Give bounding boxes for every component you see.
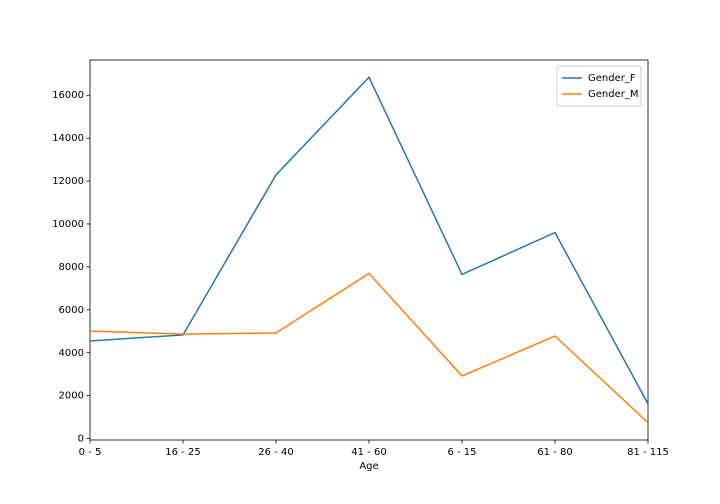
x-tick-label: 6 - 15 <box>447 447 476 458</box>
y-tick-label: 6000 <box>59 305 84 316</box>
y-tick-label: 16000 <box>52 90 84 101</box>
x-tick-label: 81 - 115 <box>627 447 669 458</box>
legend-box <box>556 65 642 107</box>
y-tick-label: 2000 <box>59 391 84 402</box>
y-tick-label: 12000 <box>52 176 84 187</box>
x-tick-label: 26 - 40 <box>258 447 293 458</box>
legend-label: Gender_F <box>588 73 636 84</box>
x-axis-label: Age <box>359 461 378 472</box>
x-tick-label: 16 - 25 <box>165 447 200 458</box>
y-tick-label: 0 <box>78 434 84 445</box>
series-line <box>89 272 649 424</box>
x-tick-label: 41 - 60 <box>351 447 386 458</box>
series-line <box>89 75 649 405</box>
legend-label: Gender_M <box>588 89 638 100</box>
y-tick-label: 8000 <box>59 262 84 273</box>
x-tick-label: 61 - 80 <box>537 447 572 458</box>
y-tick-label: 10000 <box>52 219 84 230</box>
x-tick-label: 0 - 5 <box>79 447 102 458</box>
y-tick-label: 14000 <box>52 133 84 144</box>
y-tick-label: 4000 <box>59 348 84 359</box>
